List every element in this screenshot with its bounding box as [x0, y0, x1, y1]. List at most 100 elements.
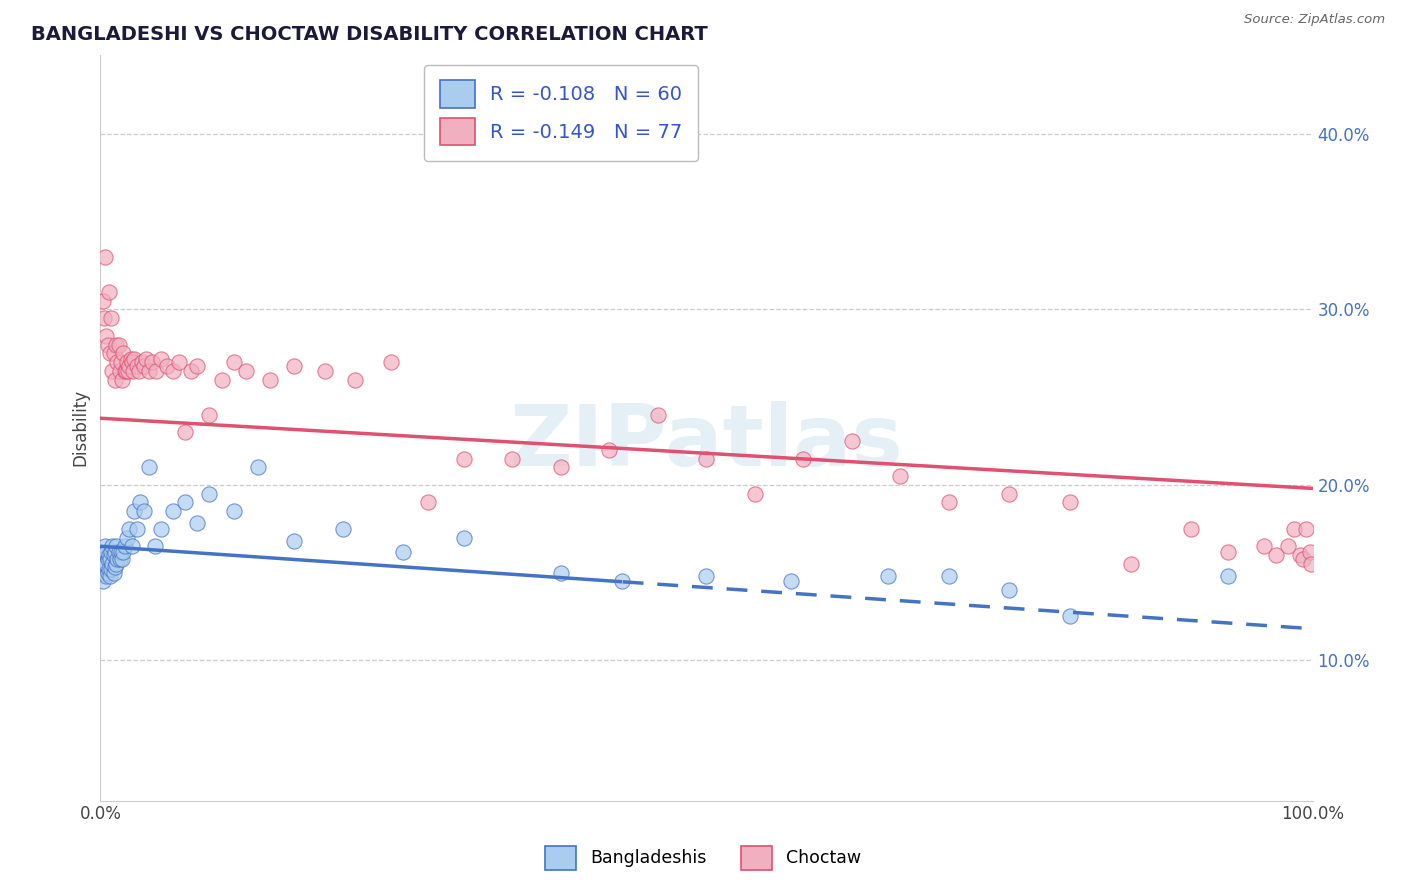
Point [98, 569, 121, 583]
Point [105, 539, 128, 553]
Point [1180, 522, 1202, 536]
Point [180, 364, 202, 378]
Point [416, 495, 439, 509]
Point [1301, 557, 1323, 571]
Legend: Bangladeshis, Choctaw: Bangladeshis, Choctaw [536, 837, 870, 879]
Point [131, 355, 153, 369]
Point [107, 337, 129, 351]
Point [110, 355, 132, 369]
Point [94, 557, 117, 571]
Point [453, 451, 475, 466]
Point [101, 539, 124, 553]
Point [122, 364, 145, 378]
Text: Source: ZipAtlas.com: Source: ZipAtlas.com [1244, 13, 1385, 27]
Point [105, 355, 128, 369]
Point [186, 359, 208, 373]
Point [246, 460, 269, 475]
Point [100, 311, 122, 326]
Point [332, 522, 354, 536]
Point [105, 337, 128, 351]
Point [96, 544, 118, 558]
Point [103, 548, 125, 562]
Point [167, 355, 190, 369]
Point [998, 583, 1021, 598]
Point [98, 346, 121, 360]
Point [143, 539, 166, 553]
Point [141, 355, 163, 369]
Point [502, 451, 524, 466]
Point [138, 460, 160, 475]
Point [841, 434, 863, 448]
Point [1295, 522, 1317, 536]
Point [162, 364, 184, 378]
Point [124, 351, 146, 366]
Point [100, 544, 122, 558]
Point [1119, 557, 1142, 571]
Point [100, 562, 122, 576]
Point [97, 285, 120, 299]
Point [118, 522, 141, 536]
Point [135, 351, 157, 366]
Point [1253, 539, 1275, 553]
Y-axis label: Disability: Disability [72, 389, 89, 467]
Point [114, 364, 136, 378]
Point [115, 355, 138, 369]
Point [174, 425, 197, 440]
Point [91, 574, 114, 589]
Point [93, 566, 115, 580]
Point [610, 574, 633, 589]
Point [128, 364, 150, 378]
Point [117, 364, 139, 378]
Point [124, 504, 146, 518]
Point [104, 373, 127, 387]
Point [104, 544, 127, 558]
Point [121, 539, 143, 553]
Point [198, 408, 221, 422]
Point [104, 560, 127, 574]
Text: ZIPatlas: ZIPatlas [509, 401, 903, 484]
Point [129, 495, 152, 509]
Point [938, 569, 960, 583]
Point [211, 373, 233, 387]
Point [105, 557, 128, 571]
Point [695, 451, 717, 466]
Point [138, 364, 160, 378]
Point [222, 504, 245, 518]
Point [94, 539, 117, 553]
Point [1289, 548, 1312, 562]
Point [162, 504, 184, 518]
Point [1216, 569, 1239, 583]
Point [198, 486, 221, 500]
Point [101, 557, 124, 571]
Point [132, 359, 155, 373]
Point [101, 364, 124, 378]
Point [1284, 522, 1306, 536]
Point [647, 408, 669, 422]
Point [1277, 539, 1299, 553]
Point [96, 569, 118, 583]
Point [96, 328, 118, 343]
Point [1299, 544, 1322, 558]
Point [93, 548, 115, 562]
Point [125, 359, 148, 373]
Point [235, 364, 257, 378]
Point [110, 544, 132, 558]
Point [889, 469, 911, 483]
Point [112, 346, 135, 360]
Point [97, 551, 120, 566]
Point [380, 355, 402, 369]
Point [792, 451, 814, 466]
Point [97, 562, 120, 576]
Point [93, 311, 115, 326]
Point [107, 544, 129, 558]
Point [120, 351, 142, 366]
Point [98, 551, 121, 566]
Point [97, 566, 120, 580]
Point [780, 574, 803, 589]
Point [998, 486, 1021, 500]
Point [112, 544, 135, 558]
Point [222, 355, 245, 369]
Point [392, 544, 415, 558]
Point [186, 516, 208, 531]
Point [259, 373, 281, 387]
